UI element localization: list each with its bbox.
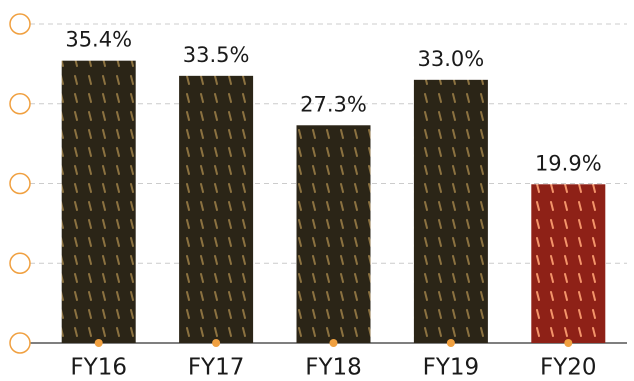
category-dot: [94, 339, 103, 347]
bar: [413, 79, 488, 343]
category-dot: [329, 339, 338, 347]
tick-marker: [9, 332, 31, 354]
x-tick-label: FY16: [70, 355, 127, 381]
x-tick-label: FY20: [540, 355, 597, 381]
x-tick-label: FY19: [423, 355, 480, 381]
tick-marker: [9, 93, 31, 115]
tick-marker: [9, 172, 31, 195]
category-dot: [212, 339, 221, 347]
value-label: 27.3%: [300, 92, 367, 116]
value-label: 19.9%: [535, 151, 602, 175]
tick-marker: [9, 13, 31, 35]
value-label: 35.4%: [65, 28, 132, 52]
value-label: 33.5%: [183, 43, 250, 67]
value-label: 33.0%: [418, 47, 485, 71]
bar: [296, 125, 371, 343]
x-tick-label: FY17: [188, 355, 245, 381]
bar: [179, 75, 254, 344]
tick-marker: [9, 252, 31, 274]
category-dot: [446, 339, 455, 347]
category-dot: [564, 339, 573, 347]
bar: [61, 60, 136, 344]
x-tick-label: FY18: [305, 355, 362, 381]
bar: [531, 184, 606, 343]
